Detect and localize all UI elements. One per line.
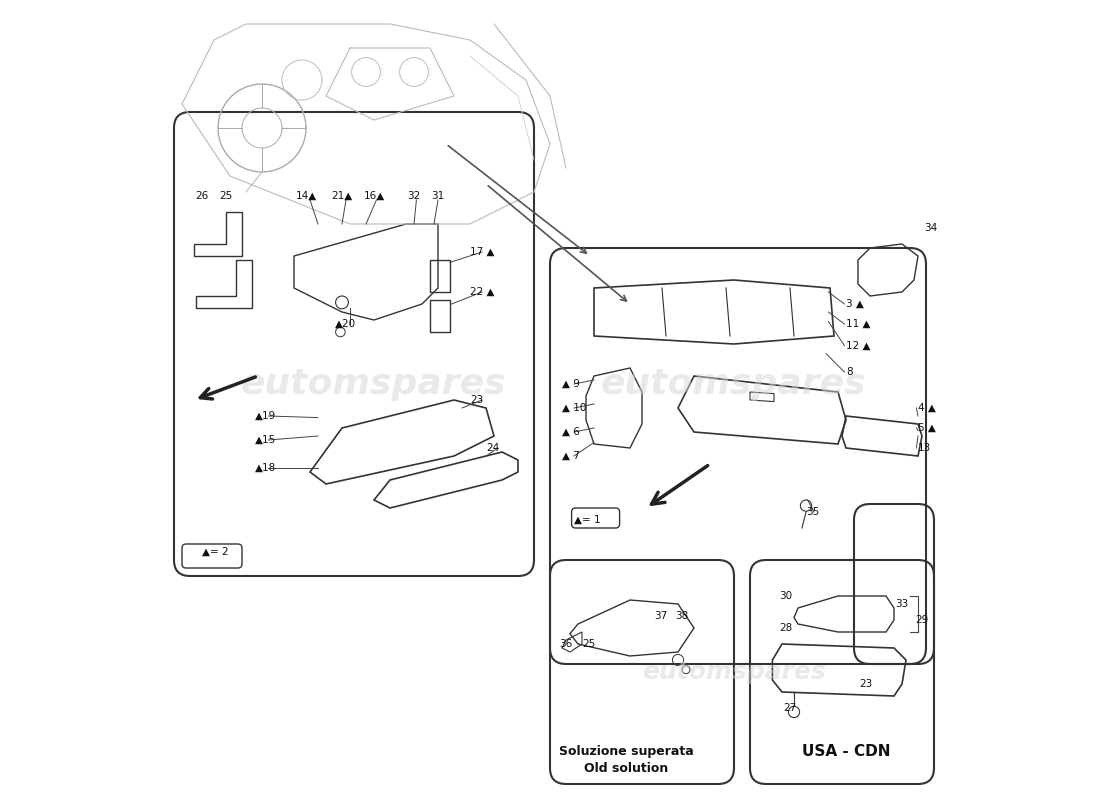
Text: 28: 28 bbox=[780, 623, 793, 633]
Text: 38: 38 bbox=[675, 611, 689, 621]
Text: 37: 37 bbox=[653, 611, 667, 621]
Text: 17 ▲: 17 ▲ bbox=[470, 247, 495, 257]
Text: 34: 34 bbox=[924, 223, 937, 233]
Text: 24: 24 bbox=[486, 443, 499, 453]
Text: 13: 13 bbox=[918, 443, 932, 453]
Text: 21▲: 21▲ bbox=[331, 191, 353, 201]
Text: Old solution: Old solution bbox=[584, 762, 668, 774]
Text: 8: 8 bbox=[846, 367, 852, 377]
Text: 25: 25 bbox=[582, 639, 595, 649]
Text: 25: 25 bbox=[219, 191, 232, 201]
Text: ▲15: ▲15 bbox=[255, 435, 276, 445]
Text: eutomspares: eutomspares bbox=[642, 660, 826, 684]
Text: ▲= 2: ▲= 2 bbox=[202, 547, 229, 557]
Text: 31: 31 bbox=[431, 191, 444, 201]
Text: 23: 23 bbox=[470, 395, 483, 405]
Text: USA - CDN: USA - CDN bbox=[802, 745, 890, 759]
Text: ▲= 1: ▲= 1 bbox=[574, 515, 601, 525]
Text: 22 ▲: 22 ▲ bbox=[470, 287, 495, 297]
Text: 33: 33 bbox=[895, 599, 909, 609]
Text: 12 ▲: 12 ▲ bbox=[846, 341, 870, 350]
Text: eutomspares: eutomspares bbox=[602, 367, 867, 401]
Text: 36: 36 bbox=[560, 639, 573, 649]
Text: 27: 27 bbox=[783, 703, 796, 713]
Text: 5 ▲: 5 ▲ bbox=[918, 423, 936, 433]
Text: ▲ 9: ▲ 9 bbox=[562, 379, 580, 389]
Text: 3 ▲: 3 ▲ bbox=[846, 299, 864, 309]
Text: 29: 29 bbox=[915, 615, 928, 625]
Text: ▲18: ▲18 bbox=[255, 463, 276, 473]
Text: 23: 23 bbox=[859, 679, 872, 689]
Text: eutomspares: eutomspares bbox=[241, 367, 507, 401]
Text: 16▲: 16▲ bbox=[363, 191, 385, 201]
Text: 14▲: 14▲ bbox=[296, 191, 317, 201]
Text: ▲20: ▲20 bbox=[336, 319, 356, 329]
Text: ▲ 6: ▲ 6 bbox=[562, 427, 580, 437]
Text: 4 ▲: 4 ▲ bbox=[918, 403, 936, 413]
Text: ▲ 7: ▲ 7 bbox=[562, 451, 580, 461]
Text: 35: 35 bbox=[806, 507, 820, 517]
Text: Soluzione superata: Soluzione superata bbox=[559, 746, 693, 758]
Text: 30: 30 bbox=[780, 591, 793, 601]
Text: ▲ 10: ▲ 10 bbox=[562, 403, 586, 413]
Text: 26: 26 bbox=[196, 191, 209, 201]
Text: 32: 32 bbox=[407, 191, 420, 201]
Text: 11 ▲: 11 ▲ bbox=[846, 319, 870, 329]
Text: ▲19: ▲19 bbox=[255, 411, 276, 421]
